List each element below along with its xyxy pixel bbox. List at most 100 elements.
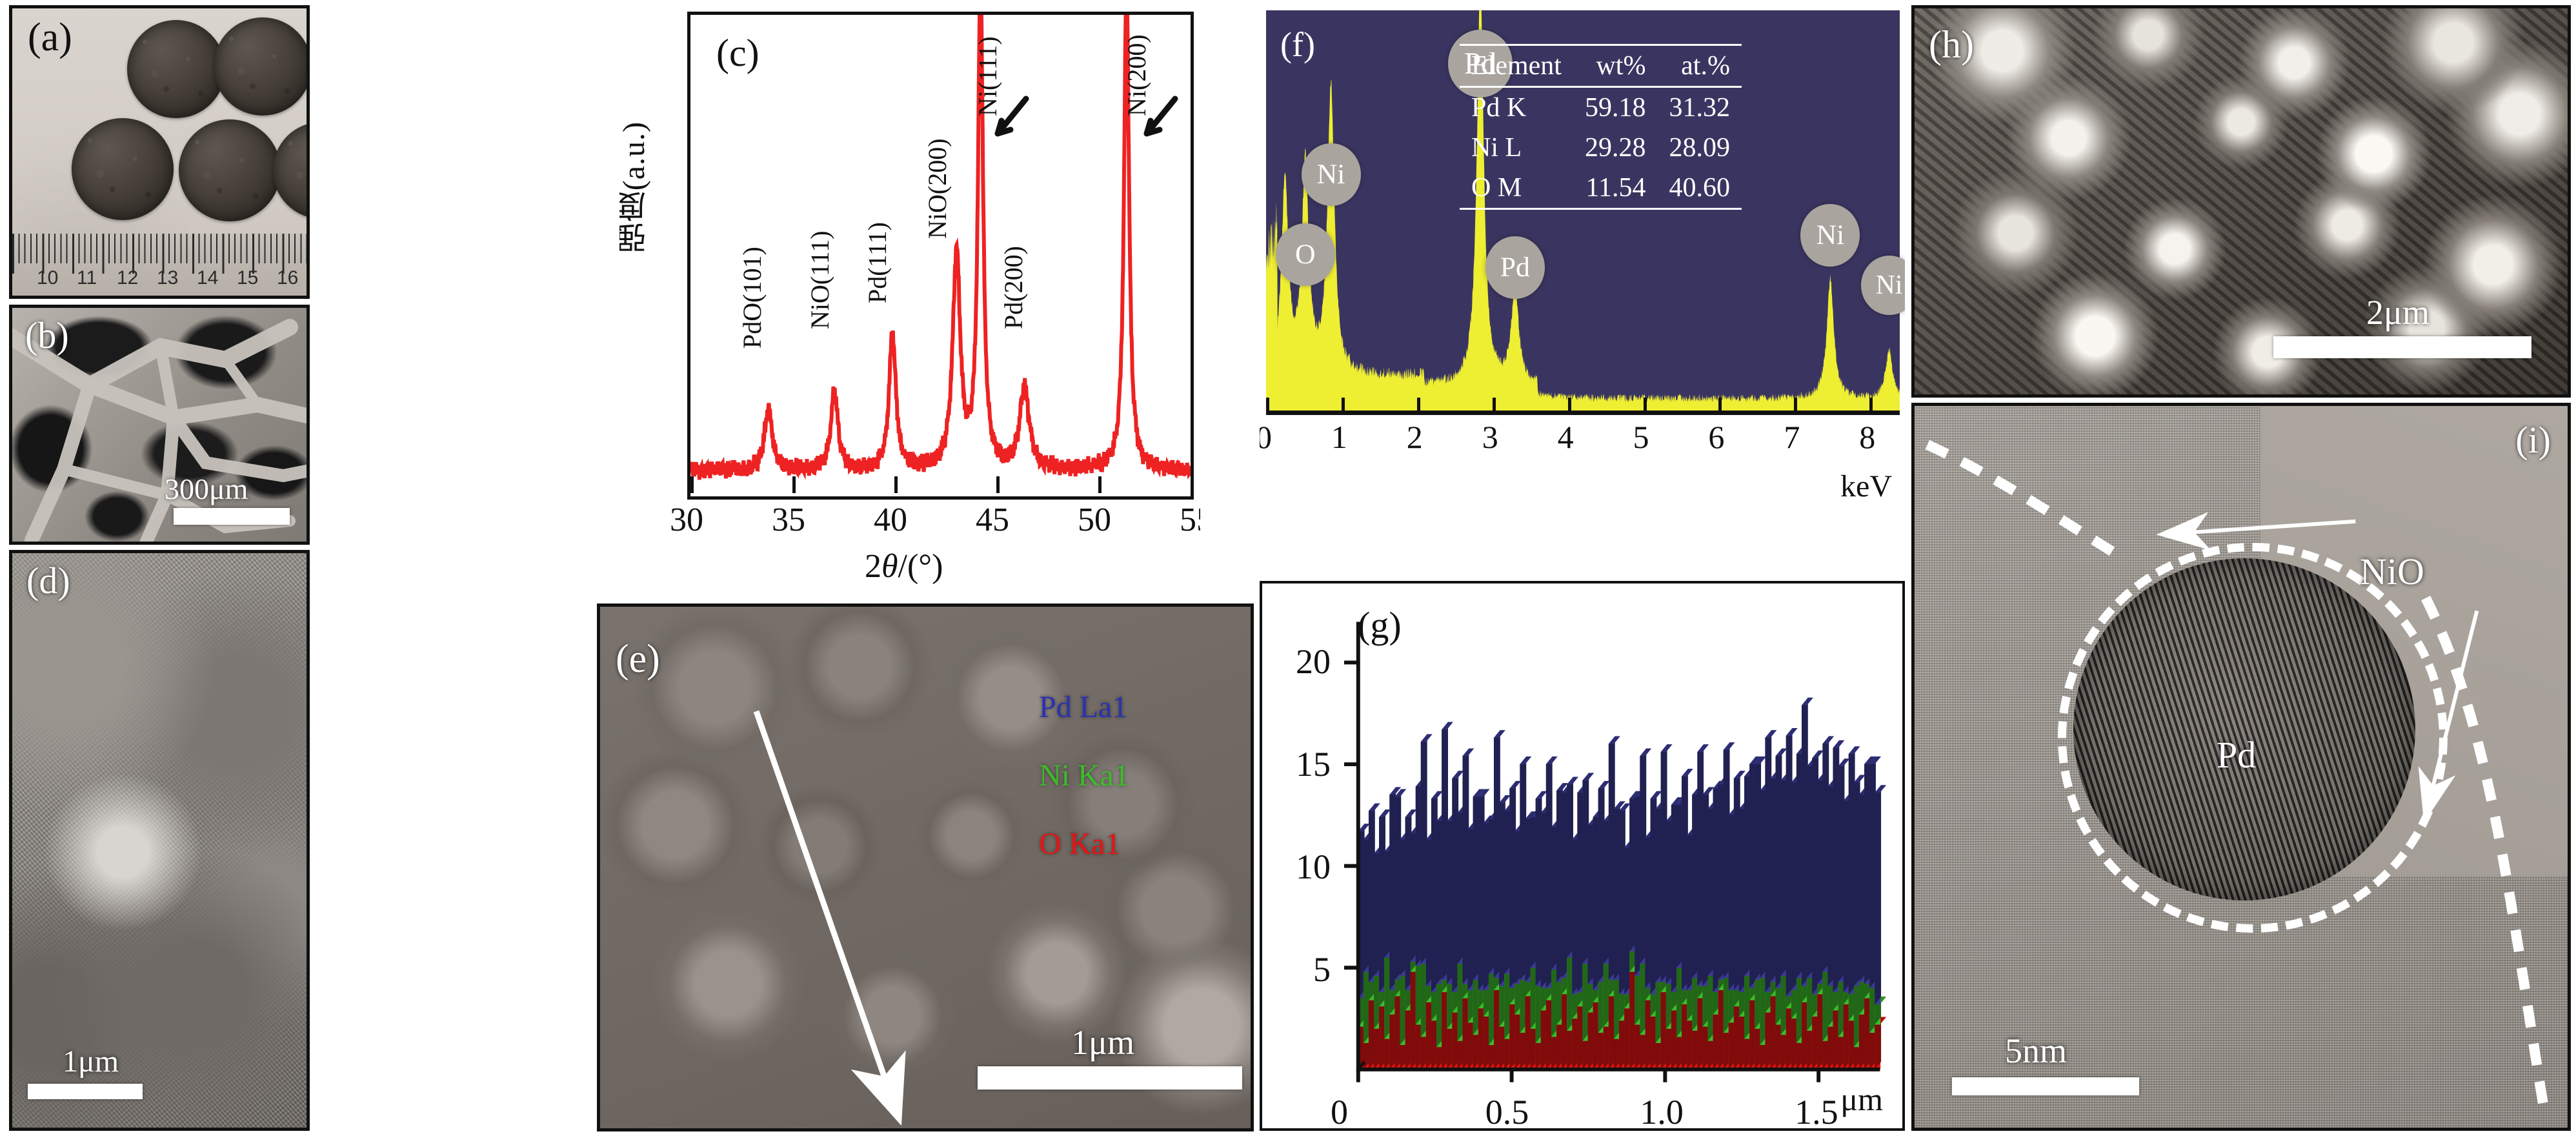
eds-x-tick-mark — [1568, 398, 1571, 412]
panel-h-sem-pd-clusters: 2μm (h) — [1911, 5, 2571, 398]
eds-x-tick: 2 — [1407, 418, 1423, 456]
eds-cell-wt: 11.54 — [1573, 168, 1658, 209]
eds-cell-at: 40.60 — [1657, 168, 1742, 209]
eds-x-tick-mark — [1644, 398, 1647, 412]
linescan-y-tick: 20 — [1296, 642, 1331, 682]
panel-a-tag: (a) — [28, 17, 72, 57]
panel-e-sem-linescan-site: Pd La1 Ni Ka1 O Ka1 1μm (e) — [597, 604, 1254, 1131]
xrd-peak-label: Pd(111) — [862, 222, 892, 303]
eds-x-tick: 7 — [1784, 418, 1800, 456]
xrd-x-tick-mark — [996, 476, 1000, 493]
linescan-x-axis-label: μm — [1840, 1080, 1883, 1118]
eds-composition-table: Element wt% at.% Pd K 59.18 31.32 Ni L 29.28… — [1460, 44, 1742, 210]
eds-x-tick: 5 — [1633, 418, 1649, 456]
linescan-x-tick: 1.0 — [1640, 1092, 1684, 1131]
ruler-number: 11 — [77, 267, 97, 289]
ruler-number: 12 — [117, 267, 138, 289]
table-row: Pd K 59.18 31.32 — [1460, 87, 1742, 128]
linescan-x-tick: 0.5 — [1485, 1092, 1529, 1131]
disc-sample — [214, 17, 310, 116]
eds-peak-balloon: Ni — [1302, 143, 1361, 206]
linescan-stacked-bars — [1262, 583, 1902, 1128]
disc-sample — [72, 118, 174, 220]
xrd-x-axis-label: 2θ/(°) — [865, 547, 943, 585]
pd-label: Pd — [2217, 736, 2256, 774]
eds-x-tick-mark — [1869, 398, 1873, 412]
eds-x-tick-mark — [1794, 398, 1797, 412]
eds-x-tick: 1 — [1331, 418, 1347, 456]
panel-i-hrtem: NiO Pd 5nm (i) — [1911, 403, 2571, 1131]
scale-label-e: 1μm — [1071, 1025, 1134, 1060]
map-legend-pd: Pd La1 — [1039, 689, 1127, 725]
panel-e-tag: (e) — [616, 639, 660, 679]
eds-peak-balloon: Ni — [1800, 204, 1860, 267]
scale-label-d: 1μm — [63, 1046, 119, 1077]
eds-x-tick-mark — [1266, 398, 1269, 412]
xrd-x-tick-mark — [690, 476, 694, 493]
disc-sample — [127, 20, 225, 118]
disc-sample — [179, 119, 281, 221]
eds-x-tick: 4 — [1558, 418, 1574, 456]
nio-label: NiO — [2360, 553, 2424, 591]
ruler: 10 11 12 13 14 15 16 — [12, 234, 307, 296]
panel-g-tag: (g) — [1358, 607, 1402, 644]
ruler-numbers: 10 11 12 13 14 15 16 — [12, 266, 307, 296]
panel-h-tag: (h) — [1929, 25, 1974, 64]
map-legend-o: O Ka1 — [1039, 826, 1121, 862]
panel-f-eds-spectrum: O Ni Pd Pd Ni Ni Element wt% at.% Pd K 59.18 31… — [1260, 5, 1905, 578]
xrd-peak-label: PdO(101) — [737, 247, 767, 349]
table-row: Ni L 29.28 28.09 — [1460, 128, 1742, 168]
ruler-number: 13 — [157, 267, 178, 289]
scale-bar-i — [1952, 1077, 2139, 1095]
panel-f-tag: (f) — [1280, 27, 1315, 62]
scale-bar-h — [2273, 336, 2531, 358]
panel-b-tag: (b) — [25, 317, 69, 354]
scale-label-h: 2μm — [2366, 295, 2430, 330]
eds-cell-wt: 29.28 — [1573, 128, 1658, 168]
eds-cell-at: 31.32 — [1657, 87, 1742, 128]
panel-c-tag: (c) — [716, 34, 760, 72]
eds-x-axis-label: keV — [1840, 469, 1892, 504]
eds-peak-balloon: Pd — [1485, 236, 1545, 299]
linescan-y-tick: 15 — [1296, 744, 1331, 784]
eds-x-tick: 3 — [1482, 418, 1498, 456]
eds-peak-balloon: O — [1276, 223, 1335, 286]
map-legend-ni: Ni Ka1 — [1039, 758, 1129, 793]
xrd-x-tick-mark — [1098, 476, 1102, 493]
xrd-x-tick: 50 — [1078, 501, 1111, 539]
xrd-peak-arrow — [989, 95, 1034, 153]
panel-d-tag: (d) — [26, 562, 70, 600]
xrd-plot-area: PdO(101) NiO(111) Pd(111) NiO(200) Ni(111) Pd… — [687, 12, 1194, 500]
panel-d-sem-nanowires: 1μm (d) — [9, 550, 310, 1131]
xrd-x-tick: 30 — [670, 501, 703, 539]
linescan-arrow — [600, 607, 1254, 1131]
scale-bar-d — [28, 1084, 143, 1099]
eds-plot-area: O Ni Pd Pd Ni Ni Element wt% at.% Pd K 59.18 31… — [1266, 10, 1900, 411]
xrd-x-tick-mark — [792, 476, 796, 493]
xrd-x-tick: 55 — [1180, 501, 1200, 539]
xrd-x-tick: 45 — [976, 501, 1009, 539]
eds-cell-wt: 59.18 — [1573, 87, 1658, 128]
scale-label-b: 300μm — [165, 474, 248, 504]
xrd-peak-label: NiO(111) — [805, 230, 835, 329]
eds-cell-element: O M — [1460, 168, 1573, 209]
linescan-y-tick: 10 — [1296, 847, 1331, 887]
ruler-number: 16 — [277, 267, 298, 289]
linescan-x-tick: 1.5 — [1795, 1092, 1838, 1131]
xrd-peak-arrow — [1138, 95, 1183, 153]
eds-cell-at: 28.09 — [1657, 128, 1742, 168]
sem-nanowire-background — [9, 550, 310, 1131]
xrd-peak-label: NiO(200) — [922, 138, 952, 239]
eds-x-tick: 0 — [1260, 418, 1272, 456]
eds-x-tick-mark — [1493, 398, 1496, 412]
eds-cell-element: Pd K — [1460, 87, 1573, 128]
figure-root: 10 11 12 13 14 15 16 (a) 300μm (b) 1μm — [0, 0, 2576, 1136]
eds-th-wt: wt% — [1573, 45, 1658, 87]
scale-label-i: 5nm — [2005, 1033, 2067, 1068]
scale-bar-e — [978, 1066, 1242, 1090]
panel-a-photo: 10 11 12 13 14 15 16 (a) — [9, 5, 310, 299]
eds-th-at: at.% — [1657, 45, 1742, 87]
xrd-x-tick: 35 — [772, 501, 805, 539]
eds-x-tick: 8 — [1859, 418, 1875, 456]
panel-c-xrd-chart: 强度(a.u.) PdO(101) NiO(111) Pd(111) NiO(200)… — [619, 5, 1200, 596]
